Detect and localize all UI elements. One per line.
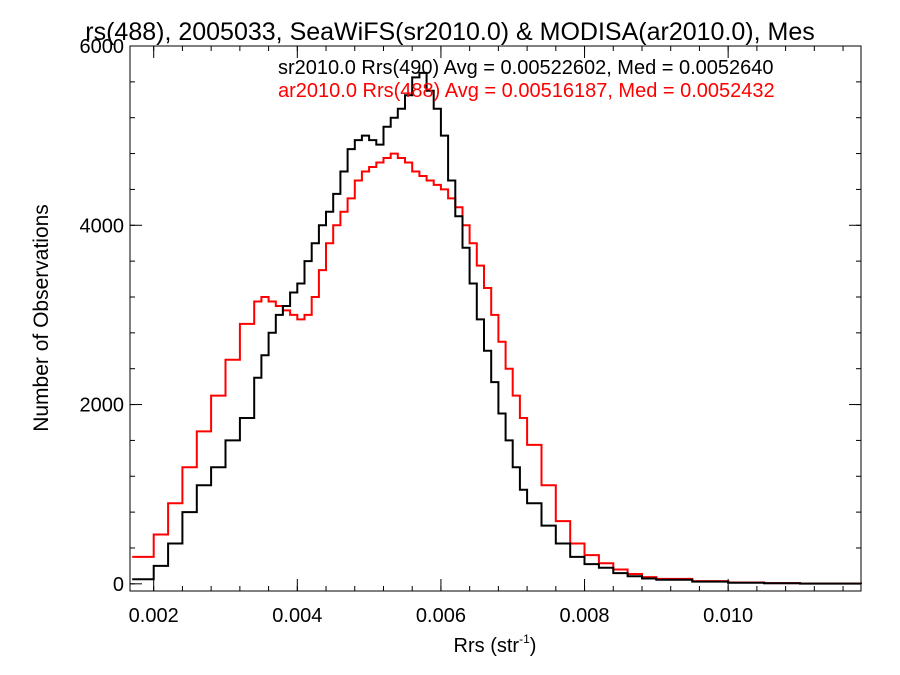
axis-tick-labels: 0.002 0.004 0.006 0.008 0.010 0 2000 4000 6000 [80, 36, 754, 627]
y-tick-label: 2000 [80, 395, 125, 417]
legend-entry-red: ar2010.0 Rrs(488) Avg = 0.00516187, Med … [278, 80, 775, 102]
x-tick-label: 0.004 [272, 605, 322, 627]
x-axis-label-main: Rrs (str [454, 635, 520, 657]
series-line-black [132, 71, 862, 585]
y-tick-label: 0 [113, 574, 124, 596]
x-tick-label: 0.008 [560, 605, 610, 627]
x-axis-label-exponent: -1 [519, 632, 530, 646]
x-axis-label: Rrs (str-1) [454, 632, 537, 657]
y-axis-label: Number of Observations [30, 204, 53, 432]
x-tick-label: 0.010 [703, 605, 753, 627]
x-axis-label-close: ) [530, 635, 537, 657]
legend-entry-black: sr2010.0 Rrs(490) Avg = 0.00522602, Med … [278, 57, 774, 79]
series-layer [132, 71, 862, 585]
x-tick-label: 0.006 [416, 605, 466, 627]
y-tick-label: 4000 [80, 215, 125, 237]
series-line-red [132, 152, 862, 585]
x-tick-label: 0.002 [129, 605, 179, 627]
chart-title: rs(488), 2005033, SeaWiFS(sr2010.0) & MO… [85, 18, 814, 46]
axis-ticks [130, 45, 861, 591]
plot-frame [129, 45, 862, 592]
y-tick-label: 6000 [80, 36, 125, 58]
